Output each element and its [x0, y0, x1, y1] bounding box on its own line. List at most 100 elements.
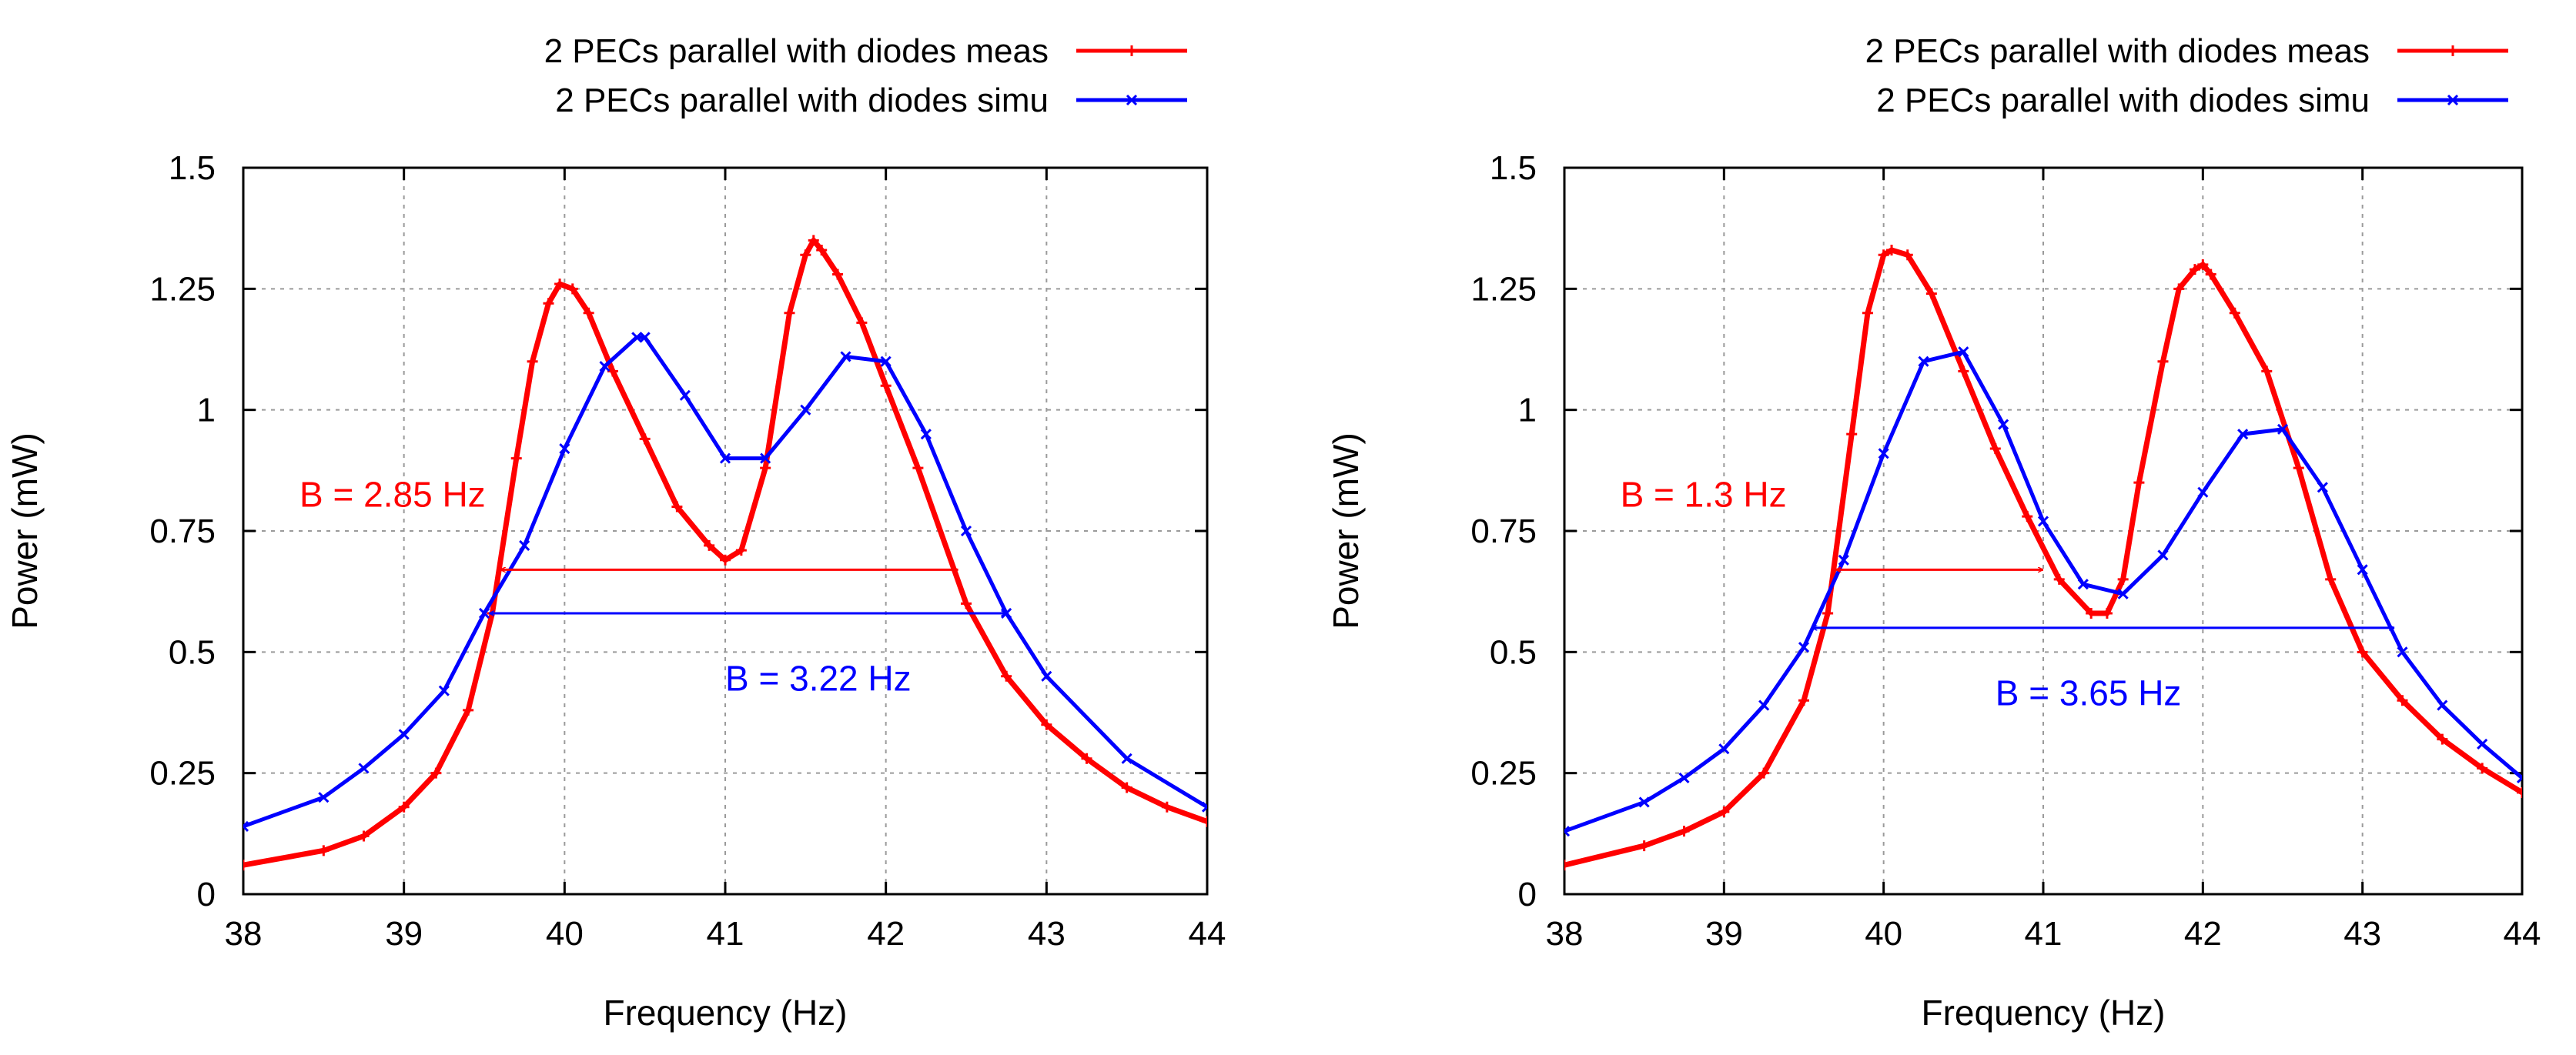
- data-point: [2317, 482, 2328, 493]
- data-point: [816, 244, 828, 255]
- data-point: [243, 820, 249, 832]
- x-tick-label: 43: [1028, 915, 1066, 953]
- data-point: [438, 685, 450, 696]
- data-point: [527, 356, 538, 367]
- data-point: [1758, 699, 1770, 711]
- x-axis-label: Frequency (Hz): [1922, 993, 2166, 1033]
- data-point: [2325, 573, 2337, 585]
- data-point: [559, 442, 570, 455]
- data-point: [2397, 646, 2408, 658]
- data-point: [2261, 366, 2273, 377]
- data-point: [1886, 244, 1898, 255]
- data-point: [840, 351, 851, 362]
- data-point: [1989, 443, 2001, 455]
- data-point: [398, 729, 410, 740]
- x-tick-label: 41: [2025, 915, 2062, 953]
- data-point: [607, 366, 618, 377]
- data-point: [800, 249, 811, 261]
- data-point: [2022, 511, 2033, 522]
- data-point: [1678, 772, 1690, 784]
- legend-item: 2 PECs parallel with diodes simu: [555, 82, 1187, 119]
- x-tick-label: 42: [867, 915, 905, 953]
- data-point: [2197, 259, 2209, 270]
- grid: [243, 168, 1207, 894]
- data-point: [1121, 782, 1132, 793]
- data-point: [704, 539, 715, 551]
- data-point: [478, 607, 490, 619]
- data-point: [671, 501, 683, 512]
- data-point: [760, 452, 771, 464]
- x-tick-label: 40: [546, 915, 584, 953]
- x-tick-label: 43: [2343, 915, 2381, 953]
- data-point: [832, 269, 844, 280]
- data-point: [912, 462, 924, 474]
- data-point: [2037, 516, 2049, 527]
- y-tick-label: 1.5: [1490, 149, 1537, 187]
- data-point: [2197, 486, 2209, 498]
- data-point: [1001, 670, 1012, 682]
- legend-label: 2 PECs parallel with diodes meas: [1865, 32, 2370, 70]
- y-tick-label: 1.5: [169, 149, 216, 187]
- data-point: [1902, 249, 1913, 261]
- x-tick-label: 39: [385, 915, 423, 953]
- data-point: [2357, 564, 2368, 576]
- data-point: [1798, 641, 1810, 653]
- data-point: [1998, 419, 2009, 430]
- data-point: [856, 317, 868, 329]
- x-tick-label: 38: [1546, 915, 1584, 953]
- data-point: [318, 845, 330, 856]
- x-tick-label: 44: [2504, 915, 2541, 953]
- data-point: [1564, 860, 1570, 871]
- ticks: 38 39 40 41 42 43 44 0 0.25 0.5 0.75 1 1.25 1.5: [149, 149, 1226, 953]
- y-tick-label: 1: [197, 392, 216, 429]
- legend-item: 2 PECs parallel with diodes meas: [1865, 32, 2508, 70]
- data-point: [960, 525, 972, 537]
- y-tick-label: 0.75: [1470, 512, 1537, 550]
- data-point: [1758, 767, 1770, 779]
- legend: 2 PECs parallel with diodes meas 2 PECs p…: [544, 32, 1187, 119]
- data-point: [1838, 554, 1849, 566]
- x-tick-label: 42: [2184, 915, 2222, 953]
- data-point: [735, 545, 747, 556]
- legend-item: 2 PECs parallel with diodes simu: [1876, 82, 2508, 119]
- data-point: [1564, 826, 1571, 837]
- data-point: [880, 356, 892, 367]
- data-point: [2086, 607, 2097, 619]
- data-point: [1202, 816, 1207, 827]
- data-point: [1878, 448, 1889, 459]
- x-tick-label: 39: [1705, 915, 1743, 953]
- y-axis-label: Power (mW): [1326, 432, 1366, 629]
- legend-item: 2 PECs parallel with diodes meas: [544, 32, 1187, 70]
- data-point: [1638, 796, 1650, 808]
- chart-right: 38 39 40 41 42 43 44 0 0.25 0.5 0.75 1 1.25 1.5 Freque…: [1326, 32, 2541, 1033]
- data-point: [398, 801, 410, 813]
- chart-left: 38 39 40 41 42 43 44 0 0.25 0.5 0.75 1 1.25 1.5 Freque…: [5, 32, 1226, 1033]
- legend-marker: [2447, 45, 2458, 56]
- grid: [1564, 168, 2522, 894]
- data-point: [2293, 462, 2304, 474]
- data-point: [2117, 588, 2129, 599]
- bandwidth-annotation: B = 2.85 Hz: [299, 475, 958, 570]
- x-tick-label: 41: [707, 915, 744, 953]
- data-point: [2237, 429, 2249, 440]
- data-point: [1678, 826, 1690, 837]
- data-point: [2516, 772, 2522, 784]
- data-point: [318, 792, 330, 803]
- data-point: [1718, 743, 1730, 755]
- data-point: [1822, 607, 1834, 619]
- data-point: [2173, 283, 2185, 295]
- legend-label: 2 PECs parallel with diodes simu: [1876, 82, 2370, 119]
- data-point: [2437, 699, 2448, 711]
- data-point: [519, 539, 530, 551]
- y-tick-label: 0.5: [169, 633, 216, 671]
- y-tick-label: 0.5: [1490, 633, 1537, 671]
- data-point: [463, 704, 474, 716]
- series-meas: [243, 235, 1207, 871]
- data-point: [961, 598, 972, 609]
- legend-label: 2 PECs parallel with diodes meas: [544, 32, 1049, 70]
- data-point: [2205, 269, 2216, 280]
- data-point: [920, 429, 932, 440]
- data-point: [1878, 249, 1889, 261]
- data-point: [1041, 670, 1052, 682]
